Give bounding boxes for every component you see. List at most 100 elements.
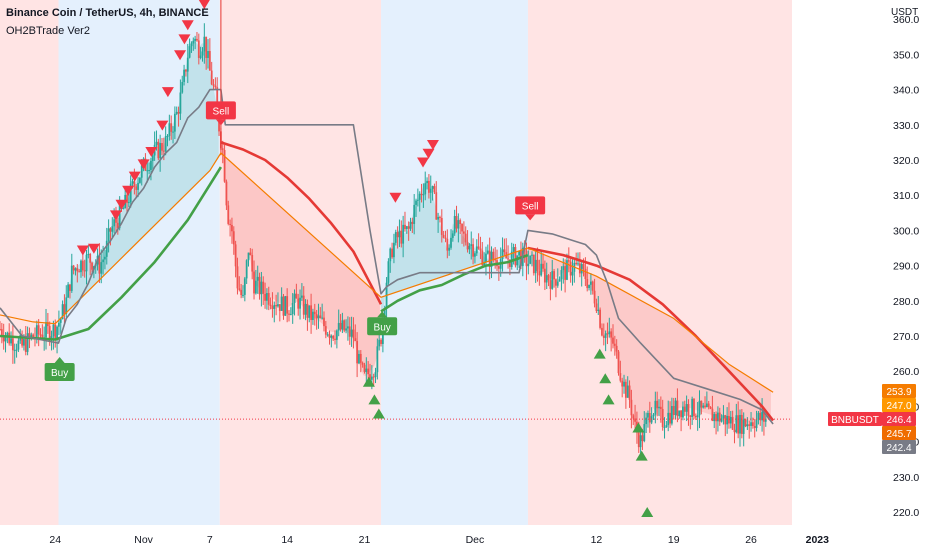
price-axis[interactable]: [792, 0, 932, 550]
candle-body: [567, 260, 570, 262]
trend-zone-up: [58, 0, 220, 525]
sell-label-box[interactable]: [205, 101, 236, 120]
buy-label[interactable]: Buy: [374, 322, 391, 333]
candle-body: [753, 425, 756, 429]
candle-body: [148, 169, 151, 171]
candle-body: [678, 410, 681, 417]
candle-body: [654, 400, 657, 415]
candle-body: [199, 55, 202, 58]
candle-body: [457, 220, 460, 229]
candle-body: [221, 148, 224, 150]
buy-arrow-icon: [593, 348, 606, 359]
x-tick-label: 7: [207, 534, 213, 546]
candle-body: [277, 304, 279, 307]
candle-body: [578, 263, 581, 274]
candle-body: [35, 325, 38, 338]
candle-body: [179, 92, 182, 114]
candle-body: [89, 254, 92, 263]
candle-body: [483, 261, 486, 266]
sell-arrow-icon: [389, 192, 402, 203]
candle-body: [542, 263, 544, 269]
candle-body: [326, 334, 329, 336]
y-tick-label: 270.0: [893, 331, 919, 343]
candle-body: [46, 322, 49, 327]
candle-body: [462, 231, 465, 234]
candle-body: [606, 333, 609, 335]
candle-body: [396, 232, 399, 238]
candle-body: [304, 303, 307, 315]
candle-body: [207, 51, 209, 58]
candle-body: [367, 368, 370, 375]
candle-body: [118, 205, 121, 229]
candle-body: [249, 252, 252, 256]
candle-body: [497, 266, 500, 269]
candle-body: [665, 425, 668, 427]
indicator-name[interactable]: OH2BTrade Ver2: [6, 25, 90, 37]
candle-body: [330, 335, 333, 338]
candle-body: [472, 244, 474, 257]
candle-body: [225, 181, 228, 206]
candle-body: [267, 293, 270, 305]
candle-body: [475, 246, 478, 254]
candle-body: [61, 304, 64, 320]
indicator-line: [380, 253, 529, 313]
candle-body: [728, 415, 730, 424]
candle-body: [127, 202, 130, 204]
candle-body: [306, 303, 309, 318]
candle-body: [256, 276, 259, 281]
candle-body: [402, 224, 405, 244]
candle-body: [411, 221, 414, 224]
sell-label[interactable]: Sell: [522, 201, 539, 212]
candle-body: [584, 268, 587, 280]
candle-body: [429, 188, 432, 193]
candle-body: [715, 414, 717, 422]
buy-label[interactable]: Buy: [51, 368, 68, 379]
candle-body: [139, 177, 141, 183]
candle-body: [709, 406, 712, 409]
candle-body: [575, 262, 578, 264]
buy-arrow-icon: [599, 373, 612, 384]
candle-body: [479, 248, 482, 251]
candle-body: [764, 419, 767, 422]
candle-body: [234, 244, 237, 267]
sell-label-box[interactable]: [515, 196, 546, 215]
candle-body: [696, 415, 699, 418]
candle-body: [488, 250, 491, 267]
candle-body: [15, 349, 18, 351]
sell-arrow-icon: [198, 0, 210, 10]
candle-body: [266, 293, 268, 301]
candle-body: [185, 69, 187, 72]
candle-body: [87, 254, 90, 256]
candle-body: [74, 268, 77, 271]
y-tick-label: 290.0: [893, 261, 919, 273]
candle-body: [733, 429, 736, 433]
candle-body: [28, 333, 31, 338]
candle-body: [310, 305, 312, 320]
sell-arrow-icon: [122, 185, 135, 196]
candle-body: [348, 326, 351, 337]
candle-body: [639, 435, 642, 448]
candle-body: [658, 406, 660, 409]
candle-body: [549, 280, 552, 289]
candle-body: [645, 417, 648, 425]
time-axis[interactable]: [0, 525, 792, 550]
chart-title[interactable]: Binance Coin / TetherUS, 4h, BINANCE: [6, 7, 209, 19]
price-tag-value: 247.0: [886, 401, 911, 412]
indicator-line: [0, 88, 774, 425]
indicator-line: [527, 246, 775, 422]
buy-label-box[interactable]: [44, 363, 75, 382]
candle-body: [227, 205, 230, 224]
buy-label-box[interactable]: [367, 317, 398, 336]
candle-body: [52, 324, 55, 337]
candle-body: [481, 250, 484, 266]
sell-label[interactable]: Sell: [213, 106, 230, 117]
candle-body: [534, 259, 537, 274]
candle-body: [595, 303, 598, 311]
candle-body: [591, 281, 594, 291]
candle-body: [229, 223, 232, 225]
sell-arrow-icon: [178, 34, 191, 45]
candle-body: [435, 192, 438, 220]
candle-body: [24, 339, 27, 352]
